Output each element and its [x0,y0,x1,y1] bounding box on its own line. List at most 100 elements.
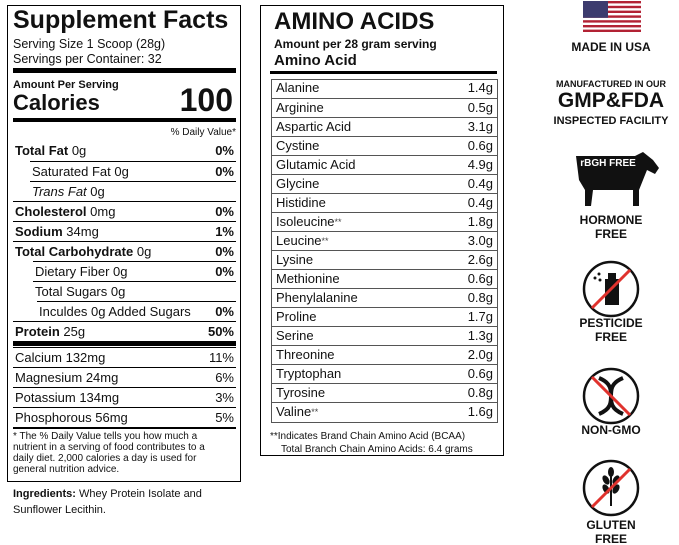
nutrient-row: Trans Fat 0g [30,181,236,201]
amino-name: Proline [276,309,317,324]
inspected: INSPECTED FACILITY [553,115,669,127]
amino-title: AMINO ACIDS [274,8,435,35]
amino-name: Valine [276,404,312,419]
daily-value: 0% [215,164,234,179]
footnote: * The % Daily Value tells you how much a… [13,431,205,475]
amino-subtitle: Amount per 28 gram serving [274,37,437,51]
nutrient-amount: 56mg [95,410,128,425]
amino-amount: 2.0g [467,347,493,362]
amino-amount: 0.5g [467,100,493,115]
daily-value: 6% [215,370,234,385]
nutrient-amount: 0g [113,264,128,279]
nutrient-amount: 0g [110,284,126,299]
amino-name: Arginine [276,100,324,115]
daily-value: 0% [215,244,234,259]
daily-value: 0% [215,264,234,279]
amino-row: Glycine 0.4g [272,174,497,193]
amino-amount: 2.6g [467,252,493,267]
hormone-free: FREE [594,227,627,241]
nutrient-label: Total Sugars [35,284,108,299]
non-gmo-icon [582,367,640,425]
nutrient-label: Phosphorous [15,410,92,425]
nutrient-row: Sodium 34mg 1% [13,221,236,241]
amino-amount: 3.0g [467,233,493,248]
daily-value: 3% [215,390,234,405]
amino-name: Tyrosine [276,385,326,400]
ingredients-text: Whey Protein Isolate and Sunflower Lecit… [13,488,202,516]
amino-row: Proline 1.7g [272,307,497,326]
amino-row: Lysine 2.6g [272,250,497,269]
amino-amount: 1.3g [467,328,493,343]
calories-value: 100 [179,82,233,118]
amino-name: Alanine [276,80,320,95]
amino-row: Threonine 2.0g [272,345,497,364]
pesticide-free: FREE [594,330,627,344]
nutrient-amount: 0g [114,164,129,179]
nutrient-row: Magnesium 24mg 6% [13,367,236,387]
nutrient-row: Total Fat 0g 0% [13,141,236,161]
amino-name: Tryptophan [276,366,342,381]
amino-amount: 0.6g [467,138,493,153]
amino-footnote: Total Branch Chain Amino Acids: 6.4 gram… [281,444,473,455]
amino-name: Cystine [276,138,320,153]
hormone: HORMONE [579,213,643,227]
amino-amount: 1.6g [467,404,493,419]
nutrient-label: Cholesterol [15,204,87,219]
supplement-panel [7,5,241,482]
nutrient-amount: 25g [63,324,86,339]
ingredients-label: Ingredients: [13,488,76,500]
amino-amount: 1.4g [467,80,493,95]
nutrient-amount: 0g [136,244,152,259]
amino-name: Isoleucine [276,214,335,229]
nutrient-amount: 0g [90,184,105,199]
daily-value-header: % Daily Value* [170,127,236,138]
us-flag [583,1,641,32]
nutrient-label: Saturated Fat [32,164,111,179]
amino-name: Glutamic Acid [276,157,356,172]
amino-name: Lysine [276,252,314,267]
thick-rule [270,71,497,74]
nutrient-amount: 24mg [85,370,119,385]
amino-row: Valine** 1.6g [272,402,497,421]
servings-per-container: Servings per Container: 32 [13,52,162,66]
thick-rule [13,341,236,346]
gluten-free: FREE [594,532,627,545]
daily-value: 11% [208,350,234,365]
nutrient-row: Protein 25g 50% [13,321,236,341]
made-in-usa: MADE IN USA [571,40,651,54]
amino-row: Methionine 0.6g [272,269,497,288]
amino-amount: 4.9g [467,157,493,172]
nutrient-amount: 34mg [66,224,99,239]
rbgh-free: rBGH FREE [580,158,636,169]
nutrient-row: Total Sugars 0g [33,281,236,301]
daily-value: 0% [215,204,234,219]
amino-note: ** [311,407,319,417]
amino-note: ** [334,217,342,227]
nutrient-label: Inculdes 0g Added Sugars [39,304,191,319]
amino-amount: 1.7g [467,309,493,324]
amino-panel [260,5,504,456]
amino-amount: 0.8g [467,290,493,305]
nutrient-label: Total Fat [15,143,69,158]
amino-name: Threonine [276,347,335,362]
amino-name: Glycine [276,176,320,191]
amino-name: Histidine [276,195,326,210]
amino-row: Leucine** 3.0g [272,231,497,250]
daily-value: 0% [215,304,234,319]
non-gmo: NON-GMO [581,423,641,437]
amino-row: Aspartic Acid 3.1g [272,117,497,136]
nutrient-label: Sodium [15,224,63,239]
amino-table: Alanine 1.4g Arginine 0.5g Aspartic Acid 3.1g… [271,79,498,423]
nutrient-label: Total Carbohydrate [15,244,134,259]
nutrient-label: Potassium [15,390,76,405]
amino-name: Aspartic Acid [276,119,352,134]
amino-amount: 0.4g [467,195,493,210]
ingredients: Ingredients: Whey Protein Isolate and Su… [13,486,228,518]
rule [13,427,236,429]
nutrient-amount: 0g [71,143,87,158]
nutrient-row: Total Carbohydrate 0g 0% [13,241,236,261]
pesticide-icon [582,260,640,318]
title: Supplement Facts [13,6,229,34]
gmp-fda: GMP&FDA [557,89,665,112]
